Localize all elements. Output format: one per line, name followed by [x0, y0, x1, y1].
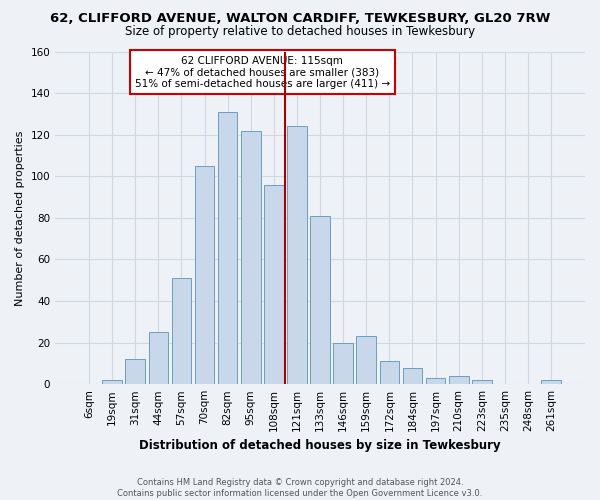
Text: Size of property relative to detached houses in Tewkesbury: Size of property relative to detached ho…	[125, 25, 475, 38]
Bar	[334, 342, 353, 384]
Bar	[218, 112, 238, 384]
Bar	[403, 368, 422, 384]
Text: 62 CLIFFORD AVENUE: 115sqm
← 47% of detached houses are smaller (383)
51% of sem: 62 CLIFFORD AVENUE: 115sqm ← 47% of deta…	[135, 56, 390, 89]
X-axis label: Distribution of detached houses by size in Tewkesbury: Distribution of detached houses by size …	[139, 440, 501, 452]
Bar	[449, 376, 469, 384]
Text: Contains HM Land Registry data © Crown copyright and database right 2024.
Contai: Contains HM Land Registry data © Crown c…	[118, 478, 482, 498]
Bar	[241, 130, 260, 384]
Bar	[426, 378, 445, 384]
Bar	[149, 332, 168, 384]
Y-axis label: Number of detached properties: Number of detached properties	[15, 130, 25, 306]
Bar	[287, 126, 307, 384]
Bar	[472, 380, 491, 384]
Bar	[125, 359, 145, 384]
Bar	[264, 184, 284, 384]
Bar	[172, 278, 191, 384]
Bar	[380, 362, 399, 384]
Bar	[541, 380, 561, 384]
Bar	[195, 166, 214, 384]
Text: 62, CLIFFORD AVENUE, WALTON CARDIFF, TEWKESBURY, GL20 7RW: 62, CLIFFORD AVENUE, WALTON CARDIFF, TEW…	[50, 12, 550, 26]
Bar	[103, 380, 122, 384]
Bar	[310, 216, 330, 384]
Bar	[356, 336, 376, 384]
